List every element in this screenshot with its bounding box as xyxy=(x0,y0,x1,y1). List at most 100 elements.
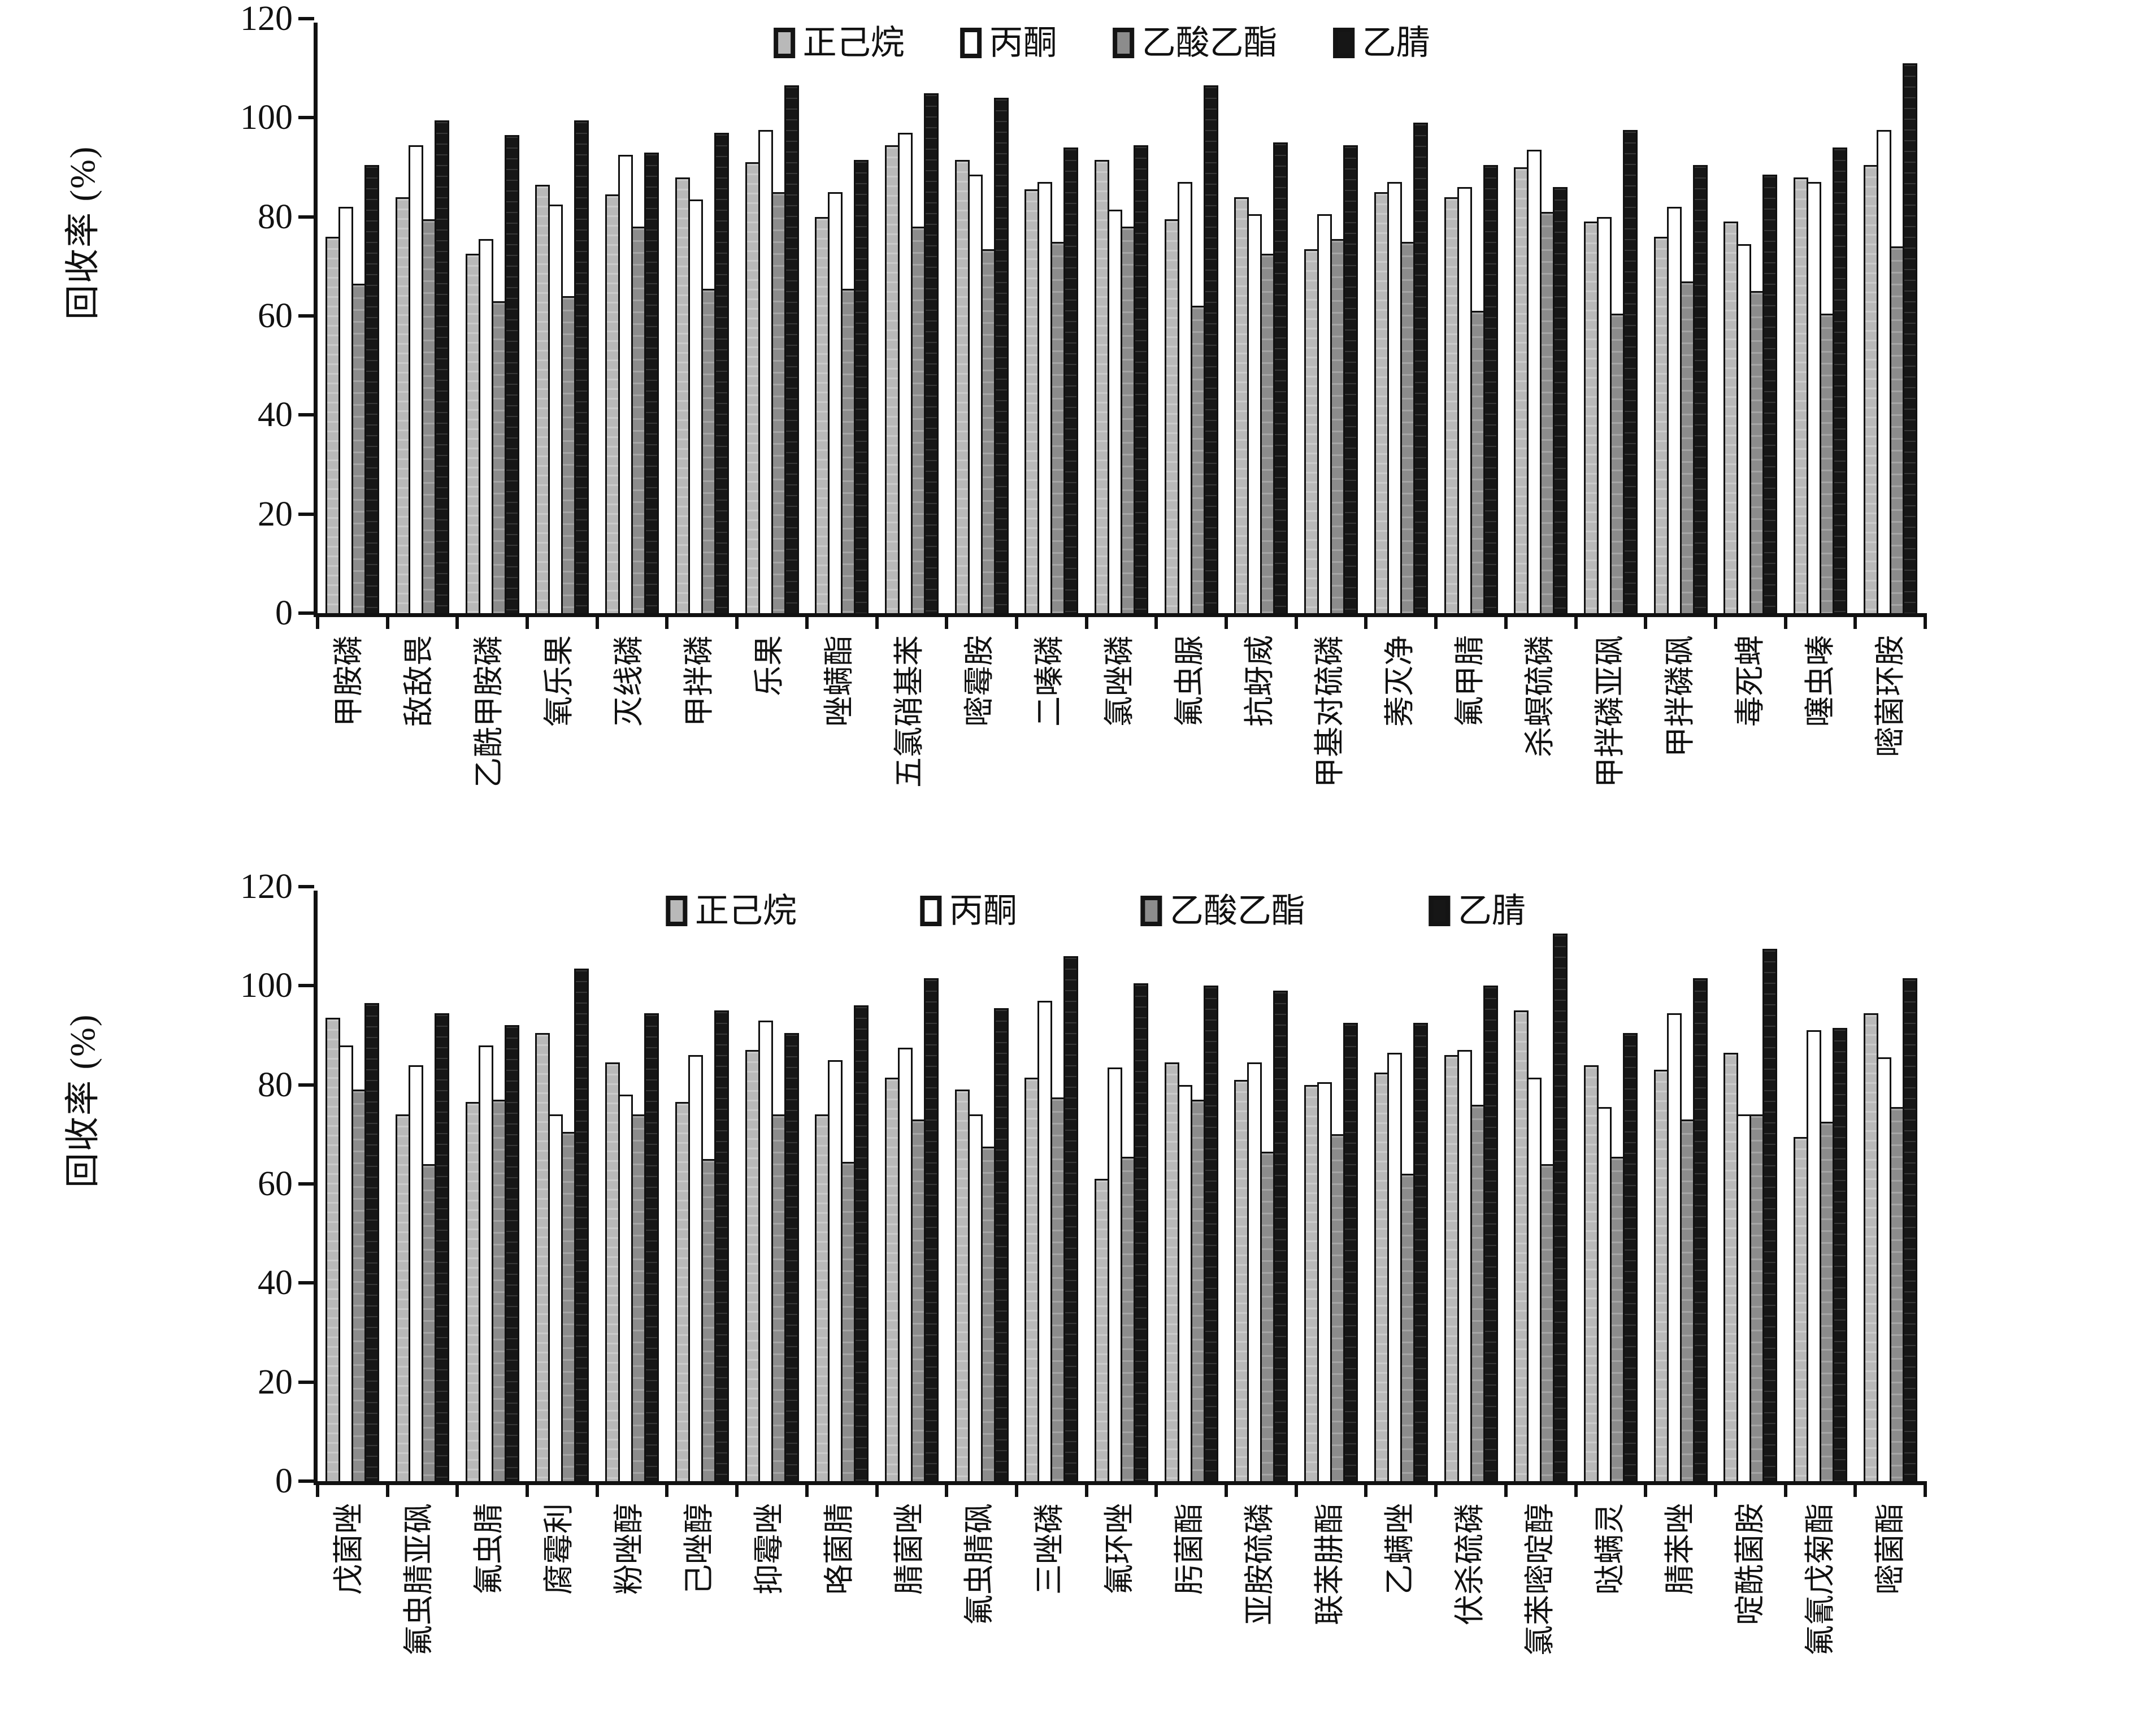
legend-item: 乙腈 xyxy=(1428,894,1526,928)
x-tick xyxy=(1853,1481,1857,1497)
x-tick xyxy=(1644,613,1648,629)
x-label-slot: 杀螟硫磷 xyxy=(1505,627,1575,865)
x-category-label: 腈苯唑 xyxy=(1663,1503,1697,1595)
bar xyxy=(1330,1134,1345,1481)
bar-group xyxy=(667,132,737,613)
bar xyxy=(745,162,760,613)
y-tick xyxy=(298,116,314,120)
x-tick xyxy=(1924,613,1927,629)
bar xyxy=(574,120,589,613)
x-label-slot: 嘧霉胺 xyxy=(944,627,1014,865)
y-tick xyxy=(298,1380,314,1384)
x-label-slot: 氟虫脲 xyxy=(1154,627,1225,865)
x-tick xyxy=(1434,613,1438,629)
bar-group xyxy=(1576,1032,1646,1481)
x-label-slot: 咯菌腈 xyxy=(804,1495,874,1733)
x-category-label: 氯唑磷 xyxy=(1102,635,1136,727)
x-tick xyxy=(1225,613,1228,629)
bar-group xyxy=(1226,991,1296,1481)
bar xyxy=(1134,983,1149,1481)
y-tick xyxy=(298,1083,314,1087)
bar xyxy=(1749,291,1765,613)
x-tick xyxy=(1574,1481,1578,1497)
x-tick xyxy=(1294,1481,1298,1497)
x-tick xyxy=(1713,1481,1717,1497)
bar xyxy=(1444,197,1459,613)
x-label-slot: 氟虫腈 xyxy=(454,1495,524,1733)
bar xyxy=(364,1003,380,1481)
bar xyxy=(1679,281,1695,613)
x-label-slot: 啶酰菌胺 xyxy=(1715,1495,1785,1733)
x-label-slot: 己唑醇 xyxy=(664,1495,734,1733)
bar-group xyxy=(597,1013,667,1481)
x-tick xyxy=(945,1481,949,1497)
bar xyxy=(1623,130,1638,613)
bar xyxy=(1723,1052,1739,1481)
bar-group xyxy=(597,152,667,613)
bar-group xyxy=(1855,978,1925,1481)
legend-swatch-icon xyxy=(960,28,982,58)
bar xyxy=(980,249,996,613)
x-category-label: 杀螟硫磷 xyxy=(1523,635,1557,757)
bar-group xyxy=(388,1013,458,1481)
x-label-slot: 氟氰戊菊酯 xyxy=(1785,1495,1855,1733)
x-tick xyxy=(1434,1481,1438,1497)
bar xyxy=(1190,306,1205,613)
bar-group xyxy=(1576,130,1646,613)
x-label-slot: 氯苯嘧啶醇 xyxy=(1505,1495,1575,1733)
legend-swatch-icon xyxy=(1428,896,1450,926)
bar-group xyxy=(1436,164,1506,613)
bar xyxy=(478,1045,493,1481)
x-category-label: 伏杀硫磷 xyxy=(1453,1503,1487,1625)
bar xyxy=(1108,1067,1123,1481)
bar xyxy=(1374,192,1389,613)
x-category-label: 氟虫脲 xyxy=(1173,635,1206,727)
x-category-label: 亚胺硫磷 xyxy=(1243,1503,1277,1625)
x-label-slot: 乐果 xyxy=(734,627,804,865)
x-category-label: 哒螨灵 xyxy=(1593,1503,1627,1595)
legend-swatch-icon xyxy=(1140,896,1162,926)
bar-group xyxy=(1646,978,1716,1481)
bar xyxy=(923,93,939,613)
y-tick xyxy=(298,885,314,888)
bar-group xyxy=(318,164,388,613)
bar-group xyxy=(1366,1023,1436,1481)
bar xyxy=(422,1164,437,1481)
bar-group xyxy=(877,978,947,1481)
bar xyxy=(605,194,620,613)
bar xyxy=(1470,311,1485,613)
bar-group xyxy=(1716,948,1786,1481)
bar xyxy=(561,296,576,613)
x-category-label: 啶酰菌胺 xyxy=(1733,1503,1767,1625)
bar xyxy=(993,98,1009,613)
y-tick xyxy=(298,314,314,318)
bar-group xyxy=(1436,986,1506,1481)
bar xyxy=(1024,1077,1040,1481)
bar xyxy=(1692,978,1708,1481)
bar xyxy=(504,1025,519,1481)
legend-swatch-icon xyxy=(1332,28,1354,58)
bar-group xyxy=(1506,150,1576,613)
bar-group xyxy=(1156,986,1226,1481)
x-tick xyxy=(945,613,949,629)
bar xyxy=(854,1005,869,1481)
x-label-slot: 甲拌磷 xyxy=(664,627,734,865)
x-tick xyxy=(665,613,669,629)
x-label-slot: 抗蚜威 xyxy=(1225,627,1295,865)
x-axis-labels: 戊菌唑 氟虫腈亚砜 氟虫腈 腐霉利 粉唑醇 己唑醇 抑霉唑 咯菌腈 腈菌唑 氟虫腈砜 三唑磷 氟环唑 肟… xyxy=(314,1495,1925,1733)
x-tick xyxy=(1504,1481,1508,1497)
x-tick xyxy=(735,613,739,629)
x-label-slot: 莠灭净 xyxy=(1365,627,1435,865)
legend-swatch-icon xyxy=(919,896,941,926)
bar-group xyxy=(1087,983,1157,1481)
x-tick xyxy=(875,613,879,629)
x-label-slot: 伏杀硫磷 xyxy=(1435,1495,1505,1733)
bar-group xyxy=(1156,85,1226,613)
bar xyxy=(548,204,563,613)
x-label-slot: 甲拌磷亚砜 xyxy=(1575,627,1645,865)
bar xyxy=(364,164,380,613)
x-category-label: 噻虫嗪 xyxy=(1803,635,1837,727)
x-label-slot: 甲基对硫磷 xyxy=(1295,627,1365,865)
bar xyxy=(1553,187,1568,613)
bar-group xyxy=(877,93,947,613)
